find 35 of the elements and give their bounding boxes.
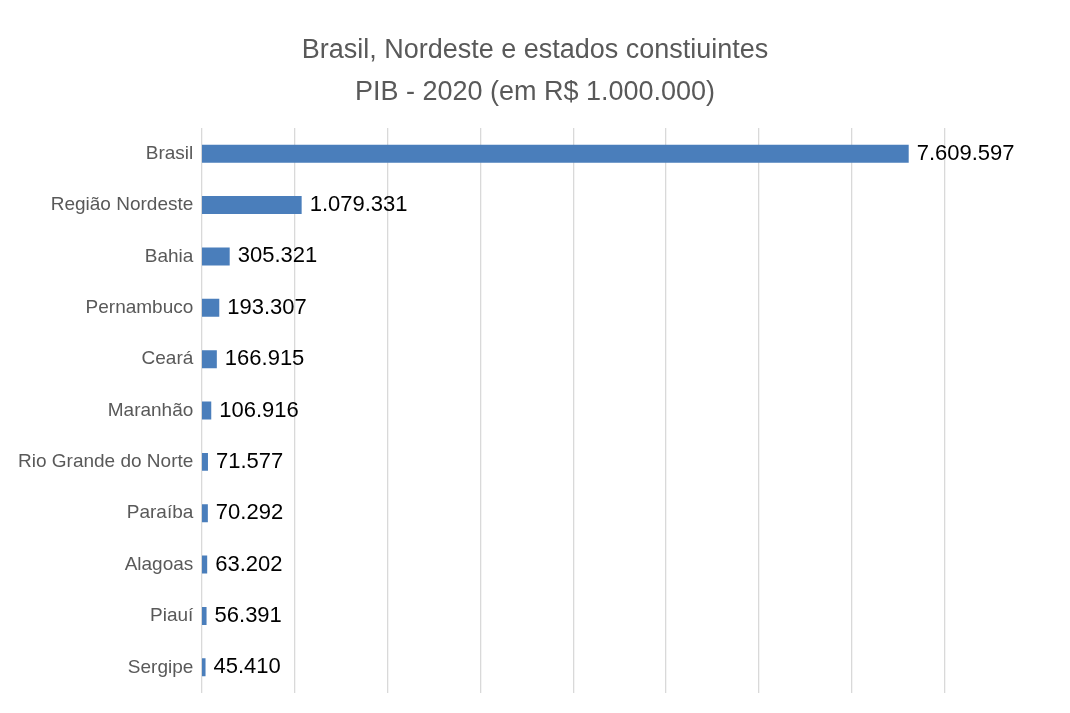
chart-subtitle: PIB - 2020 (em R$ 1.000.000) xyxy=(353,75,717,108)
bar xyxy=(201,504,208,523)
data-label: 193.307 xyxy=(227,293,307,319)
y-tick-label: Bahia xyxy=(144,244,194,266)
data-label: 56.391 xyxy=(214,602,282,628)
y-tick-label: Maranhão xyxy=(107,398,194,420)
y-tick-label: Sergipe xyxy=(127,655,194,677)
bar xyxy=(201,196,302,215)
y-tick-label: Brasil xyxy=(145,141,194,163)
data-label: 166.915 xyxy=(224,345,305,371)
bar xyxy=(201,606,207,625)
bar xyxy=(201,452,208,471)
chart-title: Brasil, Nordeste e estados constiuintes xyxy=(300,33,770,66)
data-label: 305.321 xyxy=(237,242,318,268)
y-tick-label: Região Nordeste xyxy=(50,193,194,215)
data-label: 106.916 xyxy=(219,396,299,422)
data-label: 71.577 xyxy=(215,447,284,473)
data-label: 45.410 xyxy=(213,653,281,679)
data-label: 1.079.331 xyxy=(309,191,408,217)
bar xyxy=(201,298,220,317)
bar xyxy=(201,350,217,369)
data-label: 7.609.597 xyxy=(916,139,1015,165)
data-label: 63.202 xyxy=(215,550,283,576)
bar xyxy=(201,247,230,266)
y-tick-label: Paraíba xyxy=(126,501,194,523)
bar xyxy=(201,658,206,677)
bar xyxy=(201,401,212,420)
y-tick-label: Pernambuco xyxy=(85,296,194,318)
y-tick-label: Ceará xyxy=(141,347,194,369)
y-tick-label: Rio Grande do Norte xyxy=(17,450,194,472)
bar xyxy=(201,144,909,163)
y-tick-label: Piauí xyxy=(150,604,195,626)
bar xyxy=(201,555,208,574)
data-label: 70.292 xyxy=(215,499,284,525)
y-tick-label: Alagoas xyxy=(124,552,194,574)
